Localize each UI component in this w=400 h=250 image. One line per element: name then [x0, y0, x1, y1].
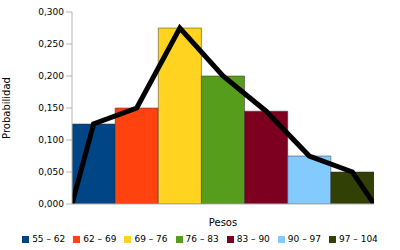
- svg-text:Probabilidad: Probabilidad: [8, 77, 12, 139]
- svg-text:Pesos: Pesos: [209, 217, 237, 228]
- html-text:55 – 62: 55 – 62: [32, 234, 66, 244]
- html-text:97 – 104: 97 – 104: [339, 234, 378, 244]
- html-text:76 – 83: 76 – 83: [185, 234, 219, 244]
- svg-text:0,000: 0,000: [38, 199, 64, 209]
- html-text:69 – 76: 69 – 76: [134, 234, 168, 244]
- svg-text:0,150: 0,150: [38, 103, 64, 113]
- svg-text:0,300: 0,300: [38, 7, 64, 17]
- html-text:83 – 90: 83 – 90: [236, 234, 270, 244]
- svg-text:0,100: 0,100: [38, 135, 64, 145]
- html-text:90 – 97: 90 – 97: [287, 234, 321, 244]
- svg-text:0,050: 0,050: [38, 167, 64, 177]
- svg-text:0,200: 0,200: [38, 71, 64, 81]
- html-text:62 – 69: 62 – 69: [83, 234, 117, 244]
- svg-text:0,250: 0,250: [38, 39, 64, 49]
